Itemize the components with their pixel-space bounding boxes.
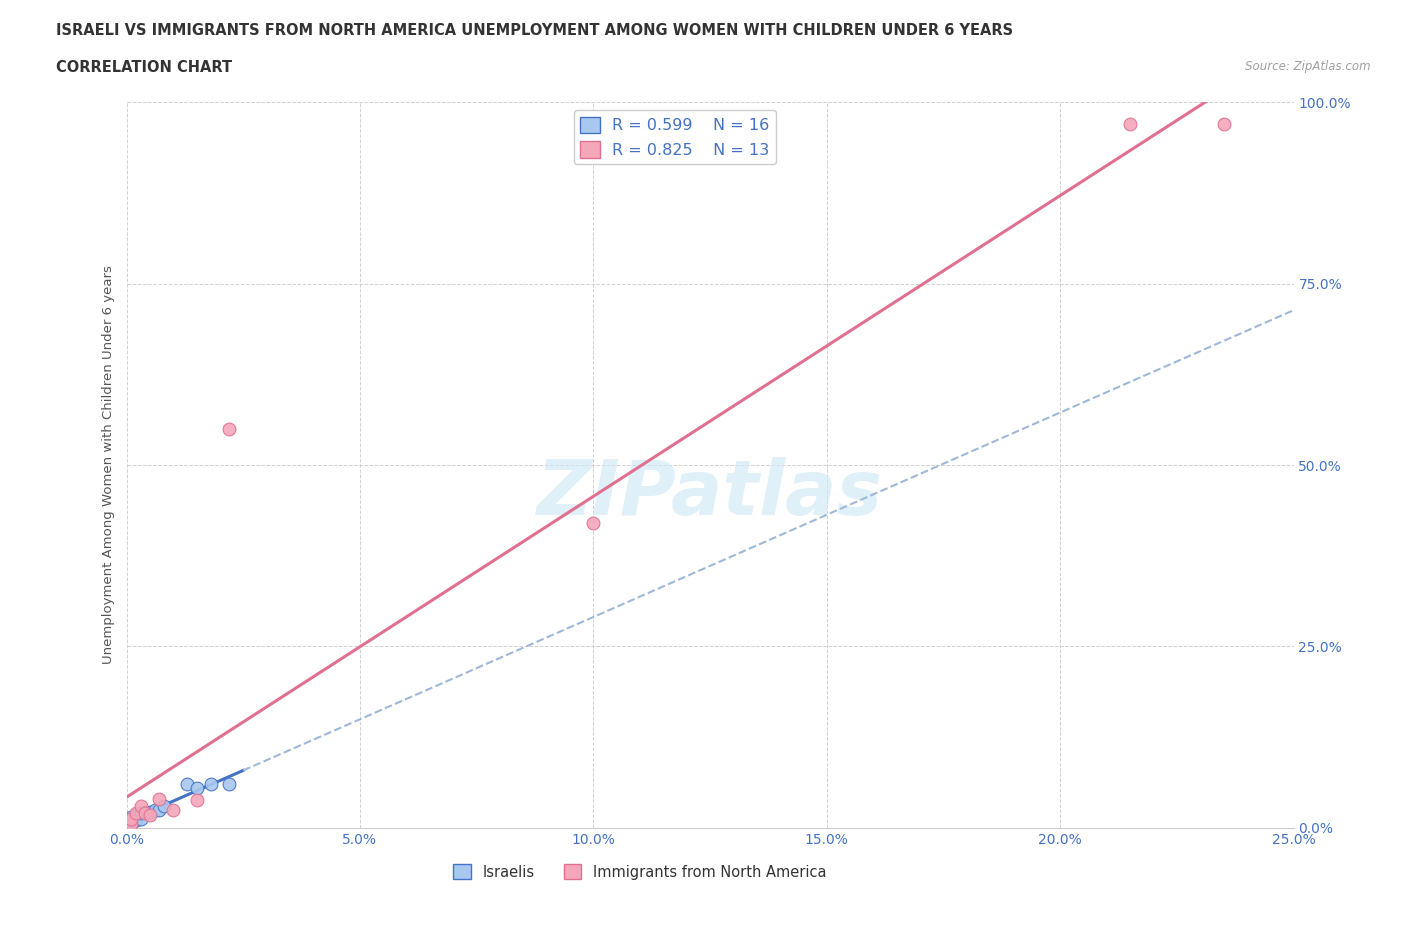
Point (125, 807, 148, 822)
Point (176, 777, 198, 791)
Point (120, 817, 142, 831)
Point (129, 812, 152, 827)
Point (120, 812, 142, 827)
Point (1119, 116, 1142, 131)
Point (148, 791, 170, 806)
Point (139, 807, 162, 822)
Legend: Israelis, Immigrants from North America: Israelis, Immigrants from North America (447, 858, 832, 885)
Point (153, 799, 176, 814)
Point (120, 817, 142, 831)
Point (129, 805, 152, 820)
Point (1212, 116, 1234, 131)
Point (143, 802, 166, 817)
Point (134, 804, 156, 819)
Text: CORRELATION CHART: CORRELATION CHART (56, 60, 232, 75)
Point (129, 799, 152, 814)
Point (200, 777, 222, 791)
Point (148, 802, 170, 817)
Text: Source: ZipAtlas.com: Source: ZipAtlas.com (1246, 60, 1371, 73)
Point (125, 805, 148, 820)
Point (218, 421, 240, 436)
Point (134, 805, 156, 820)
Point (218, 777, 240, 791)
Point (125, 813, 148, 828)
Point (186, 792, 208, 807)
Point (120, 813, 142, 828)
Point (162, 802, 184, 817)
Text: ZIPatlas: ZIPatlas (537, 457, 883, 531)
Point (186, 780, 208, 795)
Point (582, 515, 605, 530)
Y-axis label: Unemployment Among Women with Children Under 6 years: Unemployment Among Women with Children U… (103, 266, 115, 664)
Text: ISRAELI VS IMMIGRANTS FROM NORTH AMERICA UNEMPLOYMENT AMONG WOMEN WITH CHILDREN : ISRAELI VS IMMIGRANTS FROM NORTH AMERICA… (56, 23, 1014, 38)
Point (139, 804, 162, 819)
Point (120, 809, 142, 824)
